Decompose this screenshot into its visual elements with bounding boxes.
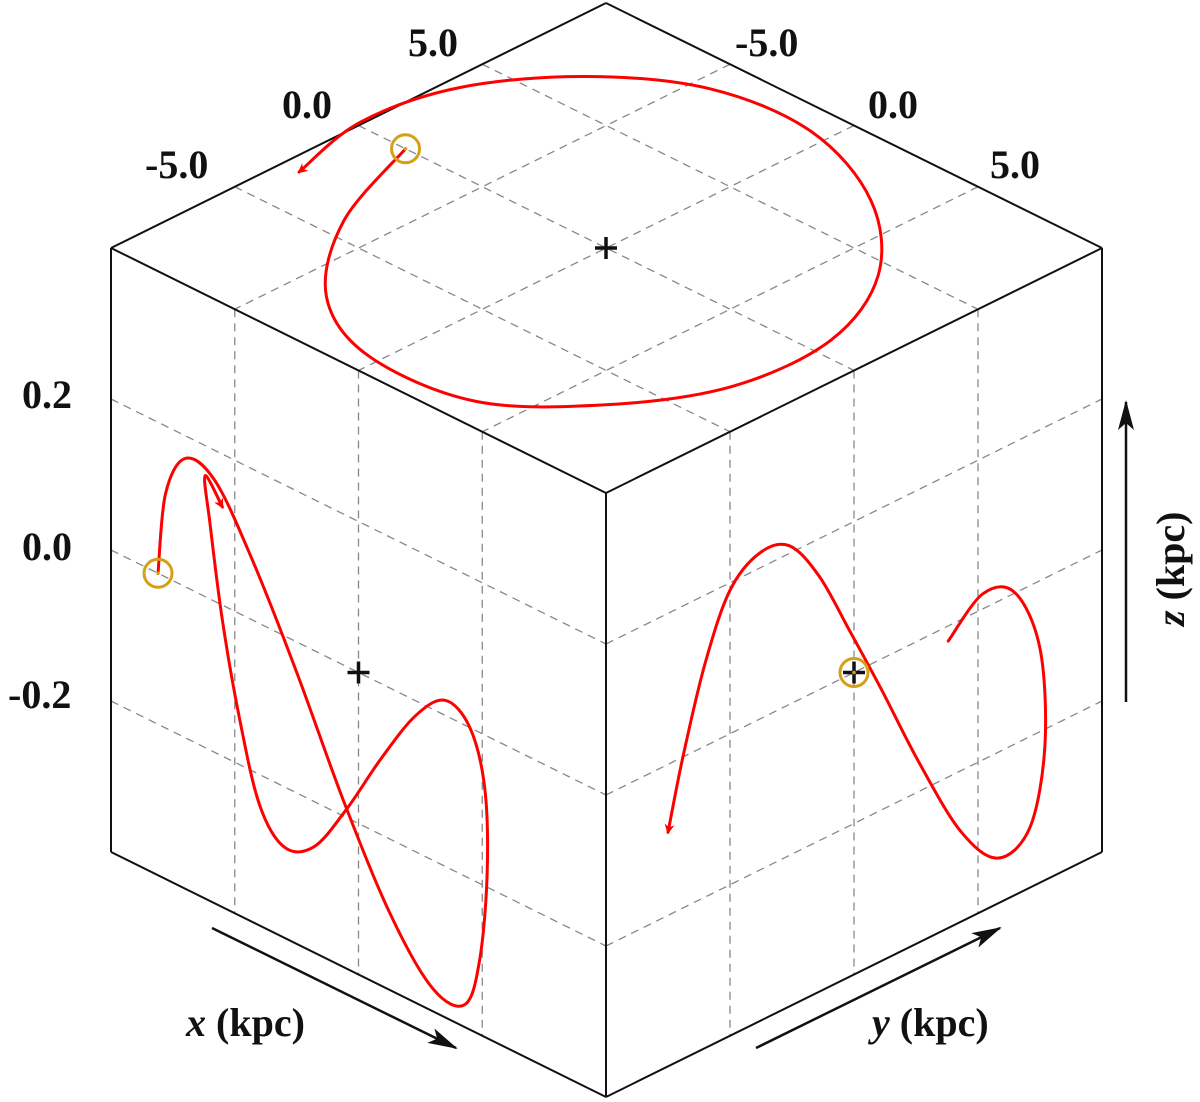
z-tick-label: -0.2 [8,672,71,717]
galactic-center-marker [347,661,370,684]
sun-position-marker [390,133,422,165]
x-tick-label: 0.0 [282,82,332,127]
cube-edge [110,2,607,249]
grid-line-top-x [481,186,979,433]
z-axis-label: z (kpc) [1148,512,1193,628]
grid-line-left-horizontal [110,398,607,645]
galactic-center-marker [595,237,617,259]
cube-edge [605,2,1103,249]
y-tick-label: 5.0 [990,142,1040,187]
grid-line-top-y [234,186,731,433]
y-axis-label: y (kpc) [868,1000,989,1045]
sun-position-marker [838,657,870,688]
orbit-trace-xz [156,456,490,1008]
sun-position-marker [142,557,174,589]
sun-position-dot [852,670,856,675]
y-axis-arrow [755,926,1002,1050]
z-tick-label: 0.2 [22,372,72,417]
sun-position-dot [156,571,160,576]
y-tick-label: -5.0 [735,20,798,65]
y-tick-label: 0.0 [868,82,918,127]
x-tick-labels: -5.0 0.0 5.0 [145,20,458,187]
x-tick-label: 5.0 [408,20,458,65]
cube-edge [605,851,1103,1098]
x-tick-label: -5.0 [145,142,208,187]
cube-edge [605,247,1103,494]
z-tick-labels: 0.2 0.0 -0.2 [8,372,72,717]
x-axis-arrow [211,926,458,1050]
z-tick-label: 0.0 [22,524,72,569]
orbit-trace-yz [664,542,1048,860]
cube-edge [110,851,607,1098]
cube-edge [110,247,607,494]
position-markers [142,133,870,688]
orbit-trace-xy [297,74,884,409]
grid-line-right-horizontal [605,398,1103,645]
y-tick-labels: -5.0 0.0 5.0 [735,20,1040,187]
sun-position-dot [403,146,408,151]
orbit-traces [156,74,1048,1008]
cube-frame [110,2,1103,1098]
x-axis-label: x (kpc) [185,1000,305,1045]
